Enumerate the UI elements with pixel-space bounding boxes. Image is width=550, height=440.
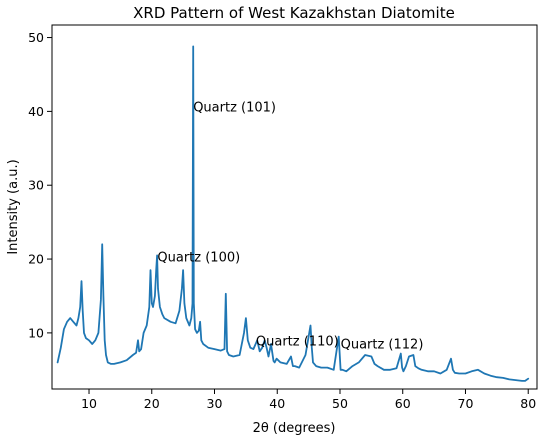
x-tick-label-60: 60 (395, 396, 411, 411)
x-tick-label-80: 80 (520, 396, 536, 411)
x-tick-label-10: 10 (81, 396, 97, 411)
annotations: Quartz (101) Quartz (100) Quartz (110) Quar… (157, 100, 423, 352)
annotation-0: Quartz (101) (193, 100, 276, 115)
x-axis-label: 2θ (degrees) (253, 421, 336, 436)
annotation-3: Quartz (112) (341, 337, 424, 352)
annotation-1: Quartz (100) (157, 250, 240, 265)
plot-frame (51, 24, 538, 390)
axes: 10 20 30 40 50 60 70 80 10 20 30 40 50 (28, 24, 538, 411)
x-tick-label-50: 50 (332, 396, 348, 411)
plot-area (56, 45, 530, 382)
x-tick-label-70: 70 (458, 396, 474, 411)
x-tick-label-40: 40 (269, 396, 285, 411)
chart-title: XRD Pattern of West Kazakhstan Diatomite (133, 4, 455, 22)
y-tick-label-20: 20 (28, 252, 44, 267)
annotation-2: Quartz (110) (256, 334, 339, 349)
x-tick-label-20: 20 (144, 396, 160, 411)
y-tick-label-30: 30 (28, 178, 44, 193)
y-tick-label-10: 10 (28, 325, 44, 340)
y-axis-label: Intensity (a.u.) (6, 159, 21, 254)
y-tick-label-50: 50 (28, 30, 44, 45)
x-tick-label-30: 30 (207, 396, 223, 411)
series-line-0 (56, 45, 530, 382)
y-tick-label-40: 40 (28, 104, 44, 119)
